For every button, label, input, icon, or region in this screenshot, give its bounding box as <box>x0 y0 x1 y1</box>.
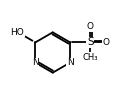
Text: O: O <box>87 22 94 31</box>
Text: N: N <box>67 58 74 67</box>
Text: S: S <box>87 37 94 47</box>
Text: CH₃: CH₃ <box>83 53 98 62</box>
Text: O: O <box>102 38 109 47</box>
Text: N: N <box>32 58 39 67</box>
Text: HO: HO <box>10 28 24 37</box>
